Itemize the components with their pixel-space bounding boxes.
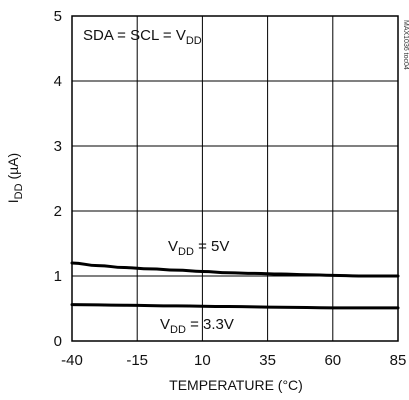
y-tick-label: 3 bbox=[54, 138, 62, 155]
x-tick-label: 35 bbox=[259, 352, 276, 369]
y-tick-label: 1 bbox=[54, 268, 62, 285]
y-axis-title-unit: (µA) bbox=[5, 153, 21, 184]
condition-sub: DD bbox=[186, 35, 202, 47]
y-tick-label: 5 bbox=[54, 8, 62, 25]
series-line-5v bbox=[70, 261, 400, 278]
x-tick-label: 10 bbox=[194, 352, 211, 369]
y-tick-label: 2 bbox=[54, 203, 62, 220]
label-5v-main: V bbox=[168, 238, 178, 255]
y-axis-title: IDD (µA) bbox=[5, 153, 25, 203]
series-lines bbox=[70, 261, 400, 310]
x-tick-label: 85 bbox=[390, 352, 407, 369]
label-5v-sub: DD bbox=[178, 246, 194, 258]
grid-lines bbox=[72, 16, 398, 341]
y-axis-title-main: I bbox=[5, 199, 21, 203]
series-label-3v3: VDD = 3.3V bbox=[160, 316, 234, 336]
series-line-3v3 bbox=[70, 303, 400, 310]
y-tick-label: 4 bbox=[54, 73, 62, 90]
x-tick-label: -40 bbox=[61, 352, 83, 369]
y-tick-label: 0 bbox=[54, 333, 62, 350]
x-axis-title: TEMPERATURE (°C) bbox=[169, 377, 303, 393]
tick-labels: -40 -15 10 35 60 85 0 1 2 3 4 5 bbox=[54, 8, 407, 369]
label-3v3-tail: = 3.3V bbox=[186, 316, 234, 333]
x-tick-label: 60 bbox=[324, 352, 341, 369]
plot-frame bbox=[71, 15, 399, 342]
condition-main: SDA = SCL = V bbox=[83, 27, 186, 44]
y-axis-title-sub: DD bbox=[13, 183, 25, 199]
condition-annotation: SDA = SCL = VDD bbox=[83, 27, 202, 47]
label-3v3-sub: DD bbox=[170, 324, 186, 336]
x-tick-label: -15 bbox=[126, 352, 148, 369]
figure-code: MAX1036 toc04 bbox=[402, 20, 409, 70]
label-5v-tail: = 5V bbox=[194, 238, 229, 255]
label-3v3-main: V bbox=[160, 316, 170, 333]
series-label-5v: VDD = 5V bbox=[168, 238, 229, 258]
